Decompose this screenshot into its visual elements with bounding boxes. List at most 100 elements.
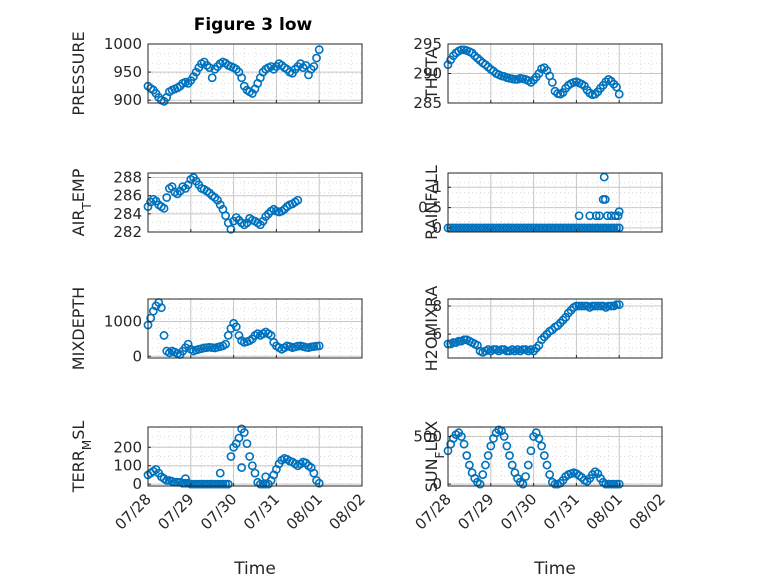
x-tick-label: 08/01 (283, 490, 326, 533)
data-point (237, 463, 247, 472)
data-point (191, 479, 201, 489)
y-axis-label: SUNFLUX (422, 421, 447, 493)
data-point (186, 479, 196, 489)
data-point (221, 211, 230, 221)
data-point (213, 479, 222, 489)
y-tick-label: 100 (113, 457, 142, 475)
axes-box (147, 43, 363, 104)
data-point (550, 479, 560, 489)
data-points (143, 173, 303, 234)
data-point (606, 479, 616, 489)
data-point (202, 479, 212, 489)
data-point (247, 89, 257, 98)
minor-grid (147, 44, 362, 103)
data-point (600, 195, 610, 204)
axes-box (447, 426, 663, 487)
y-tick-label: 0 (132, 475, 142, 493)
data-point (162, 193, 172, 202)
data-point (205, 479, 214, 489)
subplot-pressure: 900 950 1000 PRESSURE (69, 31, 363, 116)
axes-box (147, 426, 363, 487)
x-tick-label: 08/02 (326, 490, 369, 533)
axes-box (447, 172, 663, 233)
data-point (483, 451, 493, 460)
data-point (215, 479, 225, 489)
data-point (261, 472, 271, 482)
data-point (456, 45, 466, 55)
data-point (459, 335, 469, 345)
y-tick-label: 282 (113, 223, 142, 241)
data-point (221, 479, 230, 489)
data-point (207, 73, 217, 83)
data-point (181, 478, 190, 488)
data-point (604, 301, 613, 311)
y-tick-label: 1 (432, 178, 442, 196)
data-point (518, 479, 528, 489)
data-point (537, 441, 547, 451)
data-point (462, 451, 472, 460)
y-tick-label: 295 (413, 35, 442, 53)
data-point (606, 301, 616, 311)
y-tick-label: 500 (413, 428, 442, 446)
data-point (588, 301, 597, 311)
data-points (143, 45, 324, 106)
figure-title: Figure 3 low (194, 15, 313, 35)
y-tick-label: 286 (113, 187, 142, 205)
data-point (226, 452, 236, 461)
x-tick-label: 07/29 (454, 490, 497, 533)
data-point (189, 479, 198, 489)
data-point (478, 470, 488, 479)
data-point (194, 479, 204, 489)
data-point (258, 479, 268, 489)
y-axis-label: PRESSURE (69, 31, 88, 115)
data-point (574, 301, 584, 311)
data-point (593, 301, 603, 311)
data-point (591, 211, 601, 221)
x-tick-label: 07/31 (240, 490, 283, 533)
y-tick-label: 1000 (104, 35, 142, 53)
data-point (612, 479, 621, 489)
data-point (489, 345, 498, 354)
data-point (247, 461, 257, 471)
data-points (143, 424, 324, 489)
data-point (502, 441, 512, 451)
data-point (250, 468, 260, 478)
data-point (518, 345, 528, 354)
y-tick-label: 900 (113, 91, 142, 109)
x-axis-label: Time (533, 559, 576, 579)
data-point (599, 172, 609, 182)
data-point (309, 62, 319, 71)
data-point (507, 460, 517, 470)
data-point (574, 211, 584, 221)
y-axis-label: MIXDEPTH (69, 287, 88, 370)
data-point (502, 346, 512, 356)
data-point (521, 472, 530, 481)
data-point (497, 345, 506, 354)
data-point (505, 451, 514, 460)
y-tick-label: 285 (413, 94, 442, 112)
data-point (614, 207, 624, 217)
data-point (614, 479, 624, 489)
axes-box (147, 172, 363, 233)
data-point (207, 479, 217, 489)
data-point (181, 474, 190, 484)
y-tick-label: 0 (432, 475, 442, 493)
data-point (189, 72, 198, 81)
data-point (314, 478, 324, 488)
x-tick-label: 07/31 (540, 490, 583, 533)
data-point (613, 211, 623, 221)
y-tick-label: 290 (413, 65, 442, 83)
data-point (481, 460, 490, 470)
data-point (609, 479, 619, 489)
data-point (603, 211, 612, 221)
y-tick-label: 8 (432, 297, 442, 315)
data-point (456, 432, 466, 441)
data-point (612, 300, 621, 310)
y-tick-label: 6 (432, 325, 442, 343)
data-point (226, 224, 236, 234)
